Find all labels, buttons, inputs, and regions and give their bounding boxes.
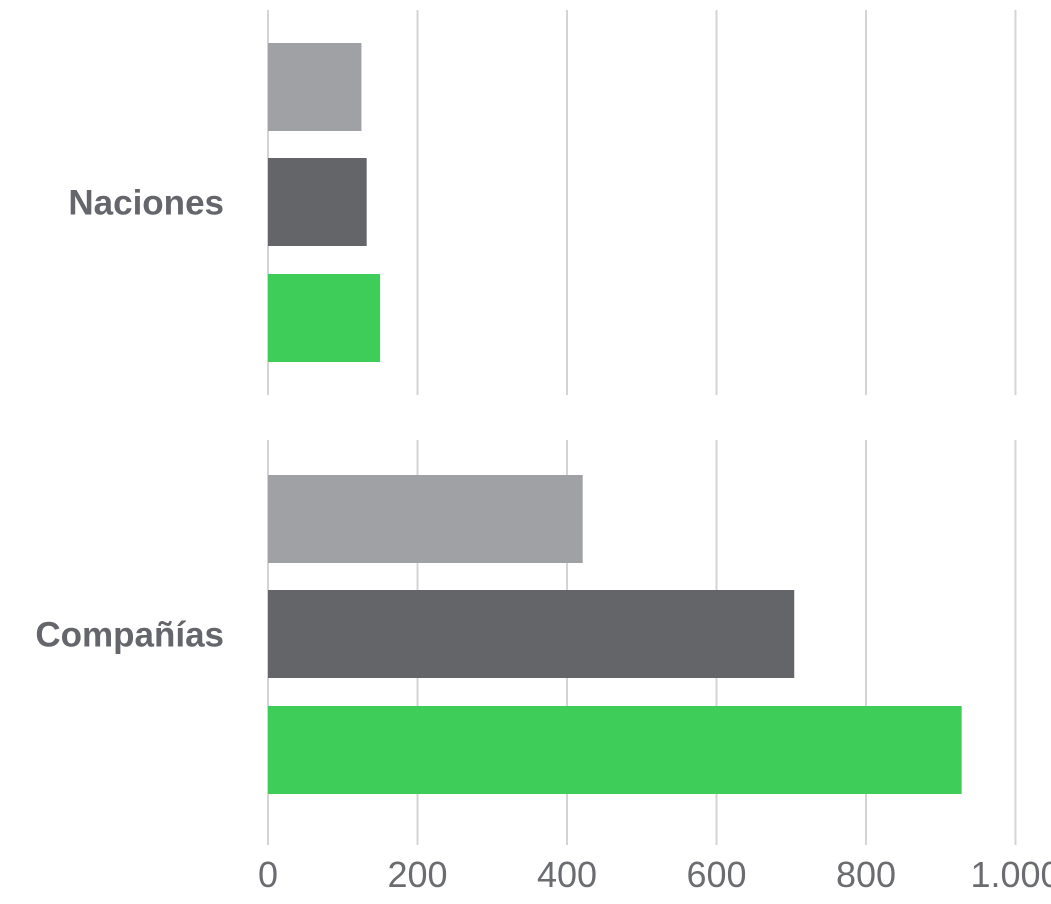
x-axis-tick-labels: 0 200 400 600 800 1.000 (258, 854, 1051, 895)
category-label-0: Naciones (68, 183, 224, 222)
x-tick-label-1: 200 (387, 854, 447, 895)
x-tick-label-3: 600 (686, 854, 746, 895)
x-tick-label-2: 400 (537, 854, 597, 895)
bar-0-1 (268, 158, 367, 246)
bar-0-0 (268, 43, 362, 131)
bar-1-1 (268, 590, 795, 678)
bar-1-2 (268, 706, 962, 794)
category-labels: Naciones Compañías (35, 183, 224, 654)
bar-1-0 (268, 475, 583, 563)
x-tick-label-5: 1.000 (970, 854, 1051, 895)
x-tick-label-4: 800 (836, 854, 896, 895)
x-tick-label-0: 0 (258, 854, 278, 895)
bars (268, 43, 962, 794)
bar-0-2 (268, 274, 381, 362)
category-label-1: Compañías (35, 615, 224, 654)
